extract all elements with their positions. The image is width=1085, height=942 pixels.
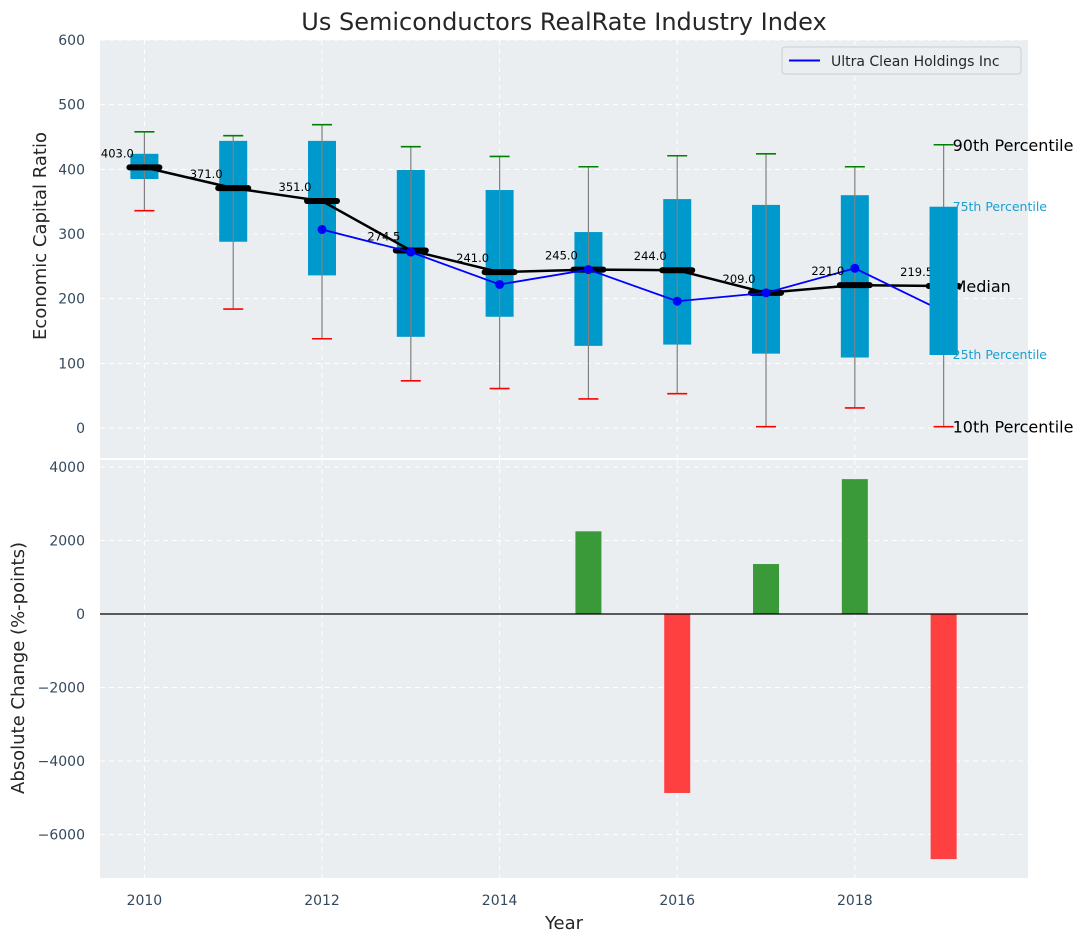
y-tick-label: −2000	[38, 681, 85, 697]
y-tick-label: 200	[58, 292, 85, 308]
median-label: 274.5	[367, 229, 400, 243]
legend-entry: Ultra Clean Holdings Inc	[831, 54, 1000, 70]
y-tick-label: 0	[76, 421, 85, 437]
median-label: 221.0	[811, 264, 844, 278]
median-label: 244.0	[634, 249, 667, 263]
median-label: 403.0	[101, 146, 134, 160]
series-point	[761, 288, 771, 298]
y-tick-label: −4000	[38, 754, 85, 770]
x-tick-label: 2016	[659, 893, 695, 909]
median-labels: 403.0 371.0 351.0 274.5 241.0 245.0 244.0 209.0…	[101, 146, 933, 285]
series-point	[317, 224, 327, 234]
x-tick-label: 2018	[837, 893, 873, 909]
annotation-90th: 90th Percentile	[953, 136, 1074, 155]
top-y-ticks: 0 100 200 300 400 500 600	[58, 33, 85, 437]
legend: Ultra Clean Holdings Inc	[781, 46, 1022, 75]
legend-box	[781, 46, 1022, 75]
percentile-annotations: 90th Percentile 75th Percentile Median 25th…	[929, 136, 1074, 437]
bar-negative	[664, 614, 691, 793]
y-tick-label: 0	[76, 607, 85, 623]
bottom-plot-area	[100, 460, 1028, 878]
y-tick-label: 300	[58, 227, 85, 243]
annotation-75th: 75th Percentile	[953, 199, 1048, 214]
bar-positive	[753, 564, 780, 614]
annotation-25th: 25th Percentile	[953, 347, 1048, 362]
y-tick-label: 500	[58, 98, 85, 114]
bar-positive	[841, 479, 868, 614]
y-tick-label: 2000	[49, 534, 85, 550]
top-plot-area	[100, 40, 1028, 458]
series-point	[495, 279, 505, 289]
series-point	[406, 247, 416, 257]
x-tick-label: 2014	[482, 893, 518, 909]
chart-title: Us Semiconductors RealRate Industry Inde…	[301, 8, 826, 36]
median-trend-line	[144, 166, 944, 295]
y-tick-label: 600	[58, 33, 85, 49]
x-ticks: 2010 2012 2014 2016 2018	[127, 893, 873, 909]
median-label: 371.0	[190, 167, 223, 181]
median-label: 209.0	[723, 272, 756, 286]
median-label: 241.0	[456, 251, 489, 265]
bottom-y-ticks: −6000 −4000 −2000 0 2000 4000	[38, 460, 85, 844]
bar-positive	[575, 531, 602, 614]
iqr-box-overlay	[929, 206, 958, 355]
bottom-y-axis-label: Absolute Change (%-points)	[8, 542, 29, 794]
series-point	[850, 263, 860, 273]
annotation-median: Median	[953, 277, 1011, 296]
y-tick-label: −6000	[38, 828, 85, 844]
median-label: 245.0	[545, 249, 578, 263]
series-line	[321, 228, 945, 313]
median-label: 351.0	[279, 180, 312, 194]
median-line-group	[126, 164, 962, 296]
y-tick-label: 400	[58, 162, 85, 178]
bars	[575, 479, 957, 860]
bar-negative	[930, 614, 957, 860]
series-point	[672, 296, 682, 306]
top-y-axis-label: Economic Capital Ratio	[30, 132, 51, 340]
y-tick-label: 4000	[49, 460, 85, 476]
x-tick-label: 2012	[304, 893, 340, 909]
y-tick-label: 100	[58, 356, 85, 372]
x-tick-label: 2010	[127, 893, 163, 909]
median-label: 219.5	[900, 265, 933, 279]
box-plot-panel: 0 100 200 300 400 500 600 403.0 371.0 351.0 274.5…	[30, 33, 1073, 458]
x-axis-label: Year	[544, 913, 584, 934]
annotation-10th: 10th Percentile	[953, 418, 1074, 437]
series-point	[583, 265, 593, 275]
